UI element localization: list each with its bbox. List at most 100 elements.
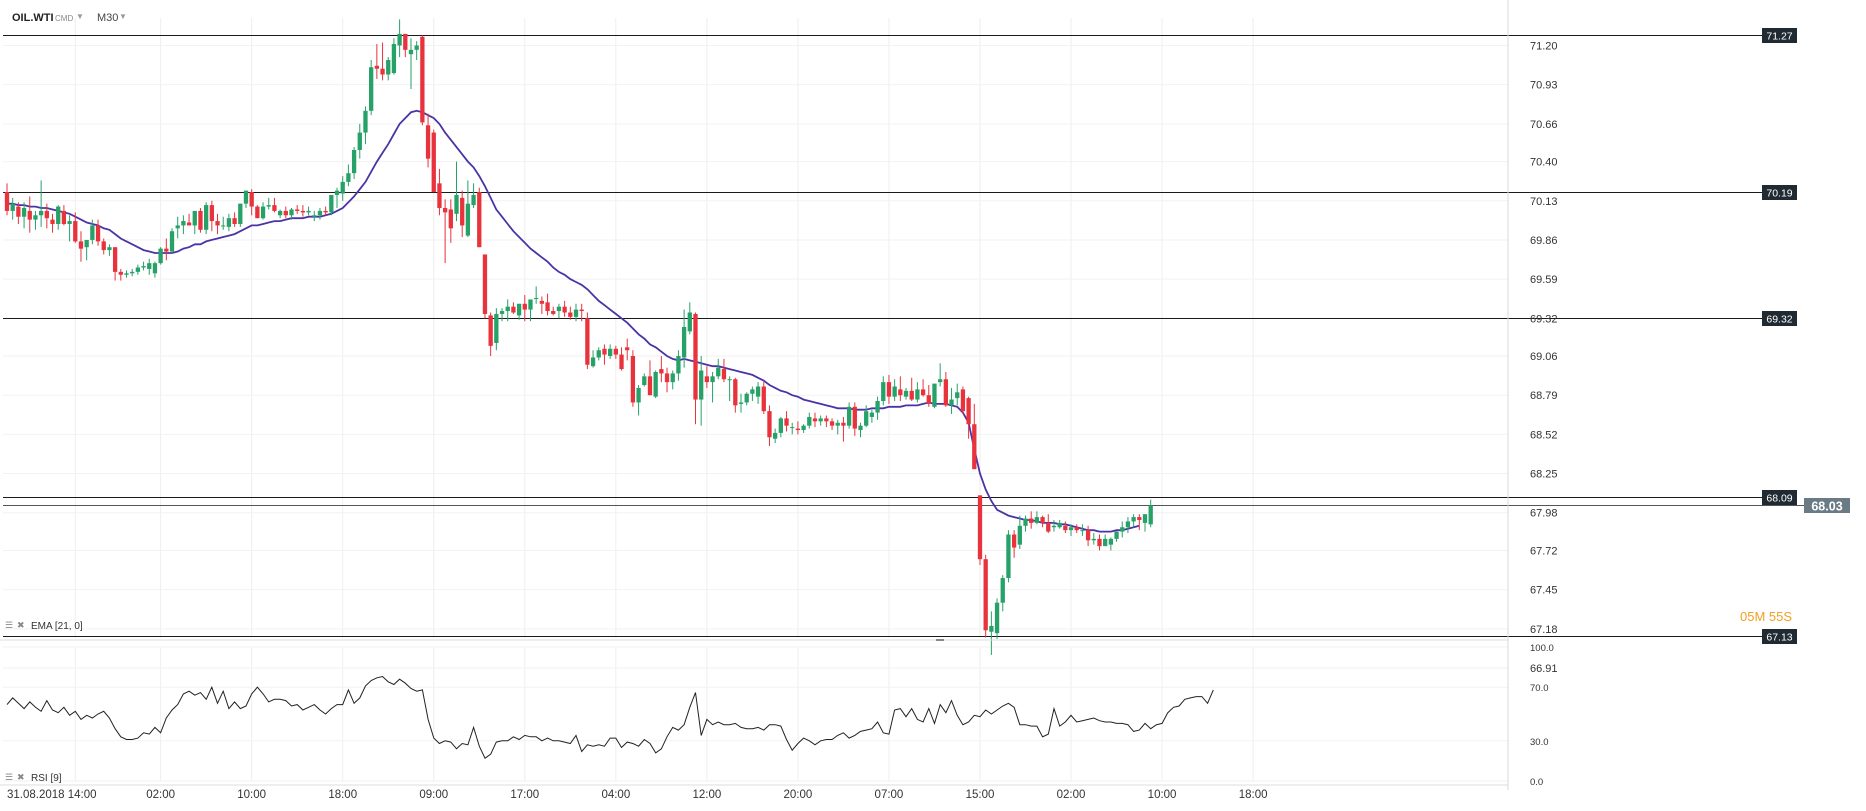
candle-body [818, 418, 823, 422]
candle [596, 347, 601, 361]
candle [790, 422, 795, 435]
candle [249, 189, 254, 216]
candle-body [374, 65, 379, 69]
time-axis-tick-label: 18:00 [328, 789, 357, 801]
symbol-label[interactable]: OIL.WTI [12, 12, 54, 24]
candle-body [391, 44, 397, 74]
candle-body [221, 225, 226, 227]
candle-body [312, 215, 317, 217]
horizontal-levels[interactable]: 71.27 70.19 69.32 68.09 67.13 68.03 [3, 28, 1850, 644]
timeframe-selector[interactable]: M30 [97, 12, 119, 24]
candle-body [864, 411, 869, 426]
candle [101, 238, 106, 255]
current-price-badge [1804, 498, 1850, 513]
price-axis-tick-label: 70.93 [1530, 80, 1558, 92]
candle-body [858, 425, 863, 431]
candle-body [676, 356, 681, 374]
level-price-badge [1762, 490, 1797, 505]
candle-body [329, 194, 334, 213]
candle-body [1074, 527, 1079, 531]
candle-body [437, 183, 442, 209]
candle-body [1114, 531, 1119, 539]
time-axis-tick-label: 15:00 [966, 789, 995, 801]
candle-body [306, 210, 311, 213]
candle [710, 371, 715, 403]
candle [778, 416, 783, 438]
candle-body [90, 225, 95, 240]
hamburger-icon[interactable]: ☰ [5, 772, 14, 782]
candle-body [966, 398, 971, 425]
candle [1137, 514, 1142, 531]
candle [938, 363, 943, 387]
candle-body [431, 132, 436, 193]
candle-body [198, 210, 203, 230]
candle-body [972, 424, 977, 470]
price-axis-tick-label: 69.86 [1530, 235, 1558, 247]
candle-body [1051, 525, 1057, 528]
candle [613, 345, 618, 359]
candle-body [277, 210, 283, 216]
candle-body [482, 254, 488, 314]
ema-line-layer [7, 109, 1140, 533]
candle [107, 244, 112, 256]
candle-body [300, 210, 306, 213]
candle [1063, 521, 1068, 534]
candle [425, 113, 431, 168]
candle [300, 205, 306, 217]
candle [755, 382, 761, 404]
candle-body [932, 383, 937, 407]
candle-body [442, 208, 448, 213]
price-axis-tick-label: 70.13 [1530, 196, 1558, 208]
candle [334, 187, 340, 209]
candle-body [528, 299, 533, 310]
hamburger-icon[interactable]: ☰ [5, 620, 14, 630]
candle-body [960, 389, 966, 412]
candle-body [1142, 514, 1148, 523]
candle-body [659, 369, 664, 374]
close-icon[interactable]: ✖ [17, 620, 25, 630]
candle-body [773, 432, 778, 439]
candle-body [511, 306, 516, 313]
candle-body [56, 206, 61, 224]
candle [607, 344, 613, 359]
candle [1131, 514, 1136, 528]
candle [909, 377, 914, 402]
candle [340, 176, 345, 201]
candle-body [716, 367, 721, 377]
candle [1120, 521, 1125, 538]
candle [477, 187, 482, 248]
candle-body [351, 149, 357, 174]
candle-body [607, 348, 613, 357]
candle [636, 385, 641, 416]
candle-body [357, 132, 362, 150]
candle [516, 303, 522, 320]
candle-body [226, 218, 232, 227]
candle-body [852, 406, 857, 429]
chevron-down-icon[interactable]: ▼ [119, 12, 127, 21]
candle-body [397, 33, 402, 46]
candle-body [886, 382, 892, 397]
candle-body [562, 306, 567, 313]
close-icon[interactable]: ✖ [17, 772, 25, 782]
candle-body [323, 210, 328, 213]
rsi-axis-tick-label: 100.0 [1530, 643, 1554, 654]
candle [1029, 511, 1034, 529]
candle-body [1000, 578, 1005, 603]
candle [38, 180, 44, 227]
chevron-down-icon[interactable]: ▼ [76, 12, 84, 21]
candle-body [317, 210, 323, 216]
candle [141, 261, 146, 271]
candle [50, 213, 55, 233]
price-axis-tick-label: 67.72 [1530, 545, 1558, 557]
candle [1148, 499, 1153, 528]
candle-body [653, 371, 658, 397]
candle-body [243, 190, 249, 204]
candle [653, 370, 658, 399]
candle-body [516, 303, 522, 316]
ema-indicator-label[interactable]: EMA [21, 0] [31, 621, 83, 632]
rsi-indicator-label[interactable]: RSI [9] [31, 773, 62, 784]
candle [209, 200, 214, 232]
candle [306, 206, 311, 216]
candle-body [994, 602, 1000, 634]
